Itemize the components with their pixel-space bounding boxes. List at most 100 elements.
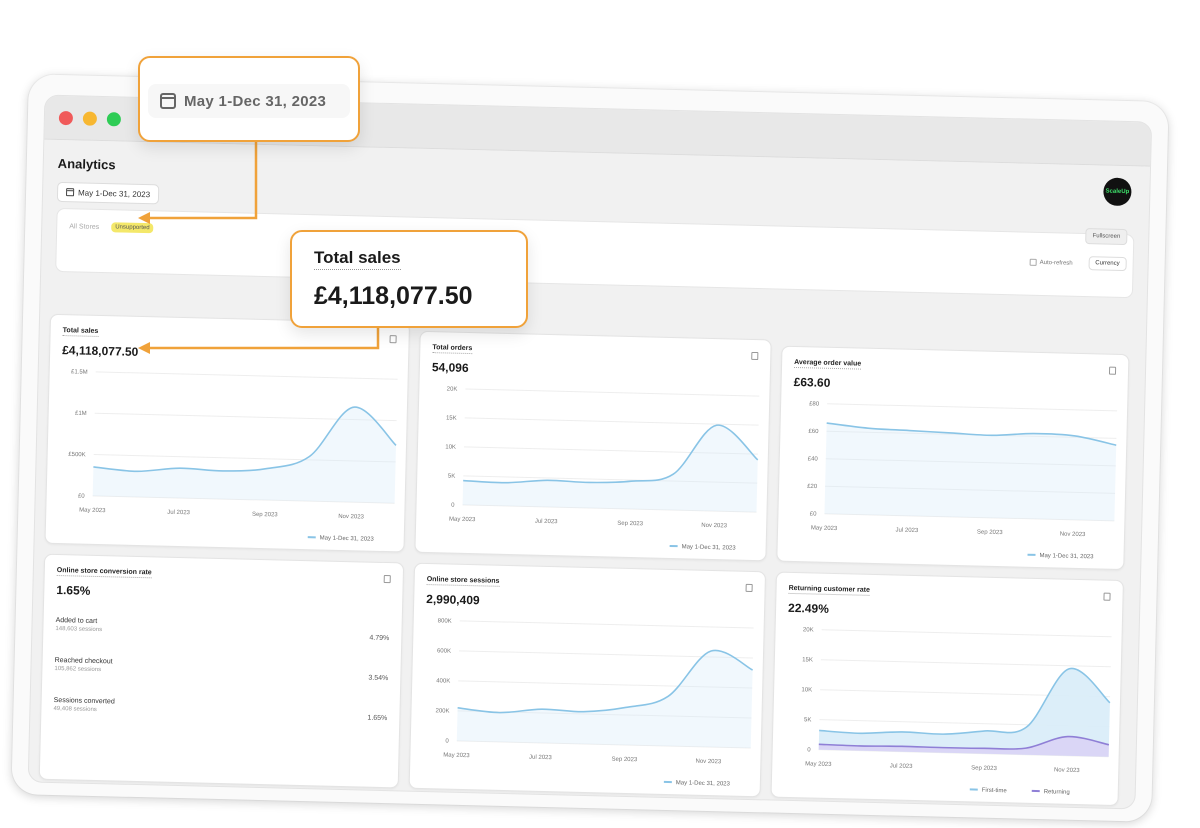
returning-customer-rate-card[interactable]: Returning customer rate 22.49% 0 5K 10K 15K… — [770, 571, 1124, 807]
online-store-sessions-chart: 0 200K 400K 600K 800K May 2023 Jul 2023 Sep 202… — [435, 618, 754, 788]
x-tick-label: Nov 2023 — [1060, 532, 1086, 539]
x-tick-label: Sep 2023 — [971, 765, 997, 772]
date-range-callout-text: May 1-Dec 31, 2023 — [184, 92, 327, 110]
x-tick-label: Sep 2023 — [252, 512, 278, 519]
series-area — [92, 407, 397, 504]
x-tick-label: Sep 2023 — [611, 757, 637, 764]
legend-label: May 1-Dec 31, 2023 — [682, 544, 737, 551]
total-sales-callout-title: Total sales — [314, 248, 401, 270]
x-tick-label: May 2023 — [79, 508, 106, 515]
gridline — [456, 740, 751, 749]
gridline — [820, 659, 1111, 668]
gridline — [95, 371, 398, 380]
funnel-row: Added to cart 148,603 sessions 4.79% — [55, 617, 389, 642]
date-range-label: May 1-Dec 31, 2023 — [77, 187, 151, 199]
x-tick-label: Nov 2023 — [701, 523, 727, 530]
y-tick-label: 200K — [435, 708, 449, 714]
gridline — [93, 454, 396, 463]
maximize-window-button[interactable] — [106, 112, 122, 127]
x-tick-label: Jul 2023 — [890, 763, 913, 770]
gridline — [464, 417, 759, 426]
funnel-percent: 1.65% — [367, 714, 388, 723]
gridline — [463, 475, 758, 484]
total-sales-chart: £0 £500K £1M £1.5M May 2023 Jul 2023 Sep 2023 N… — [68, 369, 398, 543]
series-line — [819, 667, 1111, 735]
funnel-row: Sessions converted 49,408 sessions 1.65% — [53, 697, 388, 723]
x-tick-label: Jul 2023 — [529, 755, 552, 762]
y-tick-label: 20K — [447, 386, 458, 392]
y-tick-label: 0 — [807, 747, 811, 753]
y-tick-label: 10K — [445, 444, 456, 450]
x-tick-label: Nov 2023 — [338, 514, 364, 521]
info-icon[interactable] — [383, 575, 391, 584]
x-tick-label: Jul 2023 — [167, 510, 190, 517]
total-orders-card[interactable]: Total orders 54,096 0 5K 10K 15K 20K May 2023… — [414, 330, 772, 562]
y-tick-label: £1.5M — [71, 369, 88, 375]
x-tick-label: May 2023 — [805, 761, 832, 768]
gridline — [463, 446, 758, 455]
page-title: Analytics — [57, 155, 116, 173]
legend-label: May 1-Dec 31, 2023 — [1039, 553, 1094, 560]
currency-button[interactable]: Currency — [1088, 256, 1127, 272]
series-area — [818, 736, 1109, 757]
x-tick-label: May 2023 — [449, 517, 476, 524]
app-window: Analytics ScaleUp May 1-Dec 31, 2023 All… — [27, 94, 1153, 810]
auto-refresh-label: Auto-refresh — [1039, 259, 1073, 267]
y-tick-label: 400K — [436, 678, 450, 684]
total-sales-callout: Total sales £4,118,077.50 — [290, 230, 528, 328]
y-tick-label: 15K — [446, 415, 457, 421]
auto-refresh-toggle[interactable]: Auto-refresh — [1029, 258, 1073, 267]
filter-panel: All Stores Unsupported Fullscreen Auto-r… — [55, 207, 1135, 299]
gridline — [92, 495, 395, 504]
x-tick-label: Sep 2023 — [977, 529, 1003, 536]
y-tick-label: 10K — [801, 687, 812, 693]
card-title: Online store conversion rate — [56, 567, 152, 579]
y-tick-label: 0 — [445, 739, 449, 745]
gridline — [825, 485, 1116, 494]
total-orders-chart: 0 5K 10K 15K 20K May 2023 Jul 2023 Sep 2023 Nov … — [445, 386, 760, 552]
y-tick-label: £80 — [809, 401, 820, 407]
series-line — [826, 422, 1117, 447]
series-line — [818, 735, 1110, 750]
gridline — [824, 513, 1115, 522]
y-tick-label: 800K — [438, 618, 452, 624]
calendar-icon — [160, 93, 176, 109]
x-tick-label: May 2023 — [811, 525, 838, 532]
date-range-button[interactable]: May 1-Dec 31, 2023 — [56, 181, 160, 205]
series-line — [93, 406, 397, 473]
x-tick-label: Sep 2023 — [617, 521, 643, 528]
average-order-value-card[interactable]: Average order value £63.60 £0 £20 £40 £60 £8… — [776, 345, 1130, 571]
avatar[interactable]: ScaleUp — [1103, 177, 1132, 207]
y-tick-label: 0 — [451, 503, 455, 509]
series-area — [818, 668, 1110, 757]
series-area — [462, 425, 758, 513]
card-value: 1.65% — [56, 583, 91, 598]
online-store-sessions-card[interactable]: Online store sessions 2,990,409 0 200K 400… — [408, 562, 767, 798]
x-tick-label: Nov 2023 — [1054, 767, 1080, 774]
legend-label: May 1-Dec 31, 2023 — [320, 535, 375, 542]
status-badge: Unsupported — [111, 222, 154, 234]
y-tick-label: £1M — [75, 411, 87, 417]
y-tick-label: £0 — [78, 494, 85, 500]
legend-label: Returning — [1044, 789, 1070, 796]
y-tick-label: £500K — [68, 452, 86, 458]
fullscreen-button[interactable]: Fullscreen — [1085, 228, 1128, 246]
funnel-row: Reached checkout 105,862 sessions 3.54% — [54, 657, 389, 683]
returning-customer-rate-chart: 0 5K 10K 15K 20K May 2023 Jul 2023 Sep 2023 Nov … — [801, 627, 1112, 796]
funnel-percent: 3.54% — [368, 674, 389, 683]
conversion-rate-card[interactable]: Online store conversion rate 1.65% Added… — [38, 553, 405, 789]
close-window-button[interactable] — [58, 110, 74, 126]
x-tick-label: Nov 2023 — [695, 759, 721, 766]
y-tick-label: 600K — [437, 648, 451, 654]
date-range-callout: May 1-Dec 31, 2023 — [138, 56, 360, 142]
y-tick-label: £40 — [808, 456, 819, 462]
total-sales-card[interactable]: Total sales £4,118,077.50 £0 £500K £1M £1.5… — [44, 313, 411, 553]
y-tick-label: £60 — [808, 429, 819, 435]
checkbox-icon[interactable] — [1029, 258, 1037, 266]
series-line — [463, 424, 759, 484]
gridline — [94, 412, 397, 422]
average-order-value-chart: £0 £20 £40 £60 £80 May 2023 Jul 2023 Sep 2023 No… — [807, 401, 1118, 560]
minimize-window-button[interactable] — [82, 111, 98, 126]
store-filter-label: All Stores — [69, 223, 100, 231]
gridline — [465, 388, 760, 397]
